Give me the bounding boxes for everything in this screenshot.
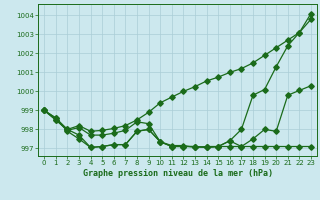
X-axis label: Graphe pression niveau de la mer (hPa): Graphe pression niveau de la mer (hPa) [83,169,273,178]
